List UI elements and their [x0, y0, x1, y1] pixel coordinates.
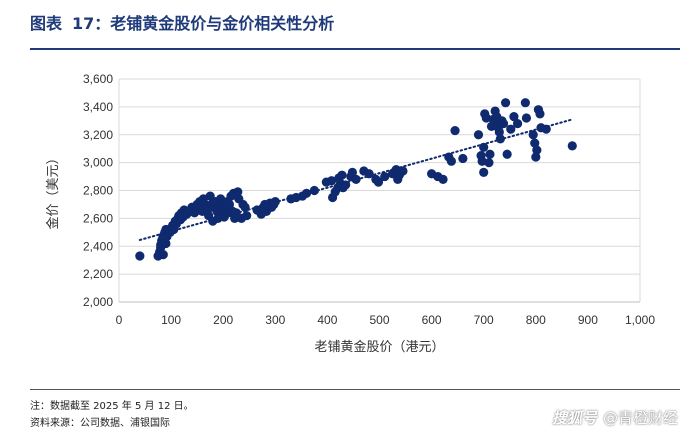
x-tick-label: 500 [369, 313, 389, 327]
data-point [326, 176, 337, 186]
y-tick-label: 2,200 [83, 267, 113, 281]
data-point [161, 238, 171, 249]
data-point [485, 149, 495, 159]
data-point [479, 167, 489, 177]
footer-divider [30, 389, 680, 390]
axis-labels-group: 2,000 2,200 2,400 2,600 2,800 3,000 3,200 3,400… [45, 72, 655, 355]
x-tick-label: 300 [265, 313, 285, 327]
data-point [509, 112, 519, 122]
y-tick-label: 2,800 [83, 184, 113, 198]
y-tick-label: 3,600 [83, 72, 113, 86]
data-point [495, 134, 505, 144]
x-tick-label: 200 [213, 313, 233, 327]
figure-title-text: 老铺黄金股价与金价相关性分析 [110, 14, 335, 33]
y-axis-title: 金价（美元） [45, 151, 61, 229]
data-point [512, 119, 523, 129]
data-point [373, 177, 384, 187]
x-tick-label: 400 [317, 313, 337, 327]
x-tick-label: 900 [578, 313, 598, 327]
y-tick-label: 2,000 [83, 295, 113, 309]
data-point [530, 138, 540, 148]
data-point [502, 149, 512, 159]
x-tick-label: 800 [526, 313, 546, 327]
x-tick-label: 100 [161, 313, 181, 327]
chart-axes [118, 79, 641, 303]
figure-label: 图表 [30, 14, 63, 33]
watermark-logo: 搜狐号 [551, 409, 597, 427]
data-point [541, 124, 551, 134]
title-divider [30, 48, 680, 50]
data-point [135, 251, 145, 261]
y-tick-label: 3,400 [83, 100, 113, 114]
data-point [240, 202, 250, 212]
data-point [567, 141, 577, 151]
data-point [224, 199, 235, 210]
watermark: 搜狐号 @青橙财经 [552, 407, 678, 428]
y-tick-label: 3,200 [83, 128, 113, 142]
data-point [458, 153, 468, 164]
data-point [233, 187, 243, 197]
grid-lines [119, 78, 640, 303]
data-point [309, 185, 319, 196]
data-point [520, 98, 530, 108]
y-tick-label: 2,600 [83, 211, 113, 225]
data-point [532, 145, 542, 155]
data-point [364, 169, 374, 179]
x-tick-label: 1,000 [625, 313, 655, 327]
data-point [528, 130, 538, 140]
x-axis-title: 老铺黄金股价（港元） [314, 339, 444, 355]
data-point [521, 113, 532, 123]
data-point [479, 142, 489, 152]
x-tick-label: 700 [474, 313, 494, 327]
data-point [446, 156, 456, 166]
data-point [494, 127, 504, 137]
data-point [531, 152, 541, 162]
data-point [301, 188, 312, 198]
data-point [351, 174, 361, 184]
figure-title: 图表 17：老铺黄金股价与金价相关性分析 [30, 10, 334, 34]
data-point [337, 170, 347, 180]
data-point [380, 171, 390, 182]
data-point [498, 119, 509, 129]
watermark-text: @青橙财经 [602, 409, 678, 427]
data-point [450, 125, 460, 136]
data-point [484, 158, 494, 168]
y-tick-label: 3,000 [83, 156, 113, 170]
data-point [506, 124, 516, 134]
data-point [270, 197, 280, 207]
y-tick-label: 2,400 [83, 239, 113, 253]
data-point [158, 250, 168, 260]
x-tick-label: 0 [116, 313, 123, 327]
data-point [438, 174, 448, 184]
x-tick-label: 600 [422, 313, 442, 327]
data-point [398, 166, 408, 176]
source-note: 资料来源：公司数据、浦银国际 [30, 418, 170, 429]
data-point [500, 98, 511, 108]
data-points [135, 98, 577, 261]
data-point [473, 130, 484, 140]
data-point [535, 109, 545, 119]
data-point [242, 210, 252, 221]
figure-number: 17： [72, 14, 111, 33]
data-point [341, 180, 351, 190]
footnote: 注：数据截至 2025 年 5 月 12 日。 [30, 401, 194, 412]
data-point [347, 167, 358, 177]
